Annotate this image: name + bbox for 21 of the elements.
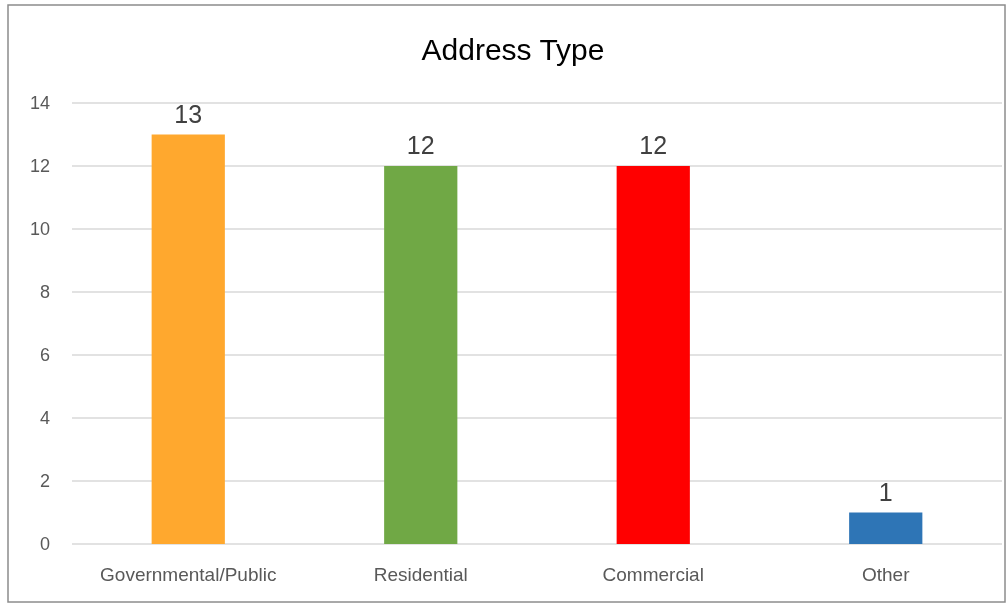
x-tick-label: Commercial: [602, 564, 704, 585]
bar: [151, 134, 225, 544]
x-tick-label: Other: [861, 564, 911, 585]
x-tick-label: Residential: [373, 564, 468, 585]
y-tick-label: 0: [39, 534, 50, 555]
y-tick-label: 2: [39, 471, 50, 492]
bar: [384, 166, 458, 544]
data-label: 12: [639, 131, 668, 159]
x-tick-label: Governmental/Public: [100, 564, 277, 585]
y-tick-label: 10: [29, 219, 50, 240]
chart-title: Address Type: [421, 33, 605, 66]
y-tick-label: 14: [29, 93, 50, 114]
data-label: 1: [878, 477, 893, 506]
y-tick-label: 12: [29, 156, 50, 177]
y-tick-label: 4: [39, 408, 50, 429]
bar: [616, 166, 690, 544]
bar: [849, 512, 923, 544]
y-tick-label: 8: [39, 282, 50, 303]
y-tick-label: 6: [39, 345, 50, 366]
data-label: 12: [406, 131, 435, 159]
data-label: 13: [174, 99, 203, 128]
